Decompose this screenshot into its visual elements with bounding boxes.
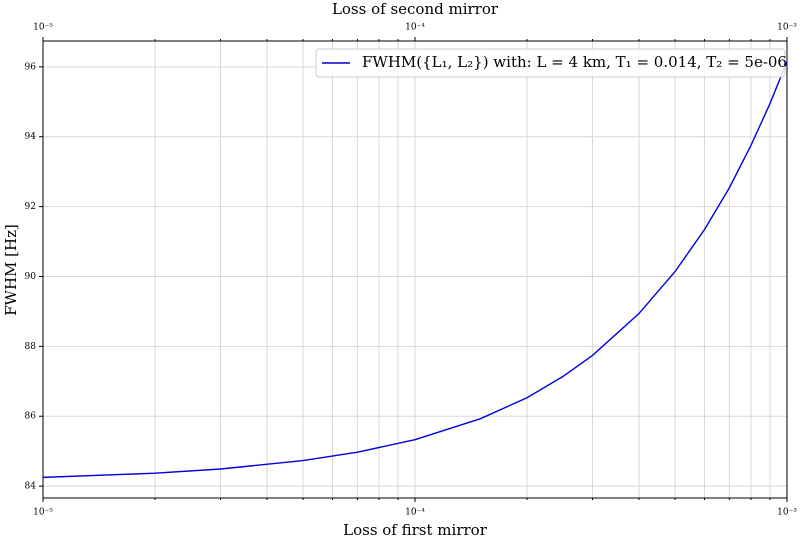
y-tick-label: 84 — [25, 482, 37, 492]
top-tick-label: 10⁻⁵ — [33, 23, 53, 33]
y-tick-label: 92 — [25, 202, 36, 212]
top-tick-label: 10⁻³ — [777, 23, 797, 33]
y-tick-label: 90 — [25, 272, 37, 282]
y-tick-label: 94 — [25, 132, 37, 142]
y-tick-label: 86 — [25, 412, 37, 422]
data-line — [42, 61, 788, 479]
x-axis-title: Loss of first mirror — [343, 521, 488, 539]
x-tick-label: 10⁻⁵ — [33, 508, 53, 518]
y-tick-label: 88 — [25, 342, 37, 352]
y-axis-title: FWHM [Hz] — [2, 224, 20, 316]
legend-box — [315, 48, 786, 78]
x-tick-label: 10⁻⁴ — [405, 508, 425, 518]
x-tick-label: 10⁻³ — [777, 508, 797, 518]
top-axis-title: Loss of second mirror — [332, 0, 499, 18]
top-tick-label: 10⁻⁴ — [405, 23, 425, 33]
plot-frame — [42, 40, 788, 499]
legend-label: FWHM({L₁, L₂}) with: L = 4 km, T₁ = 0.01… — [362, 53, 787, 71]
y-tick-label: 96 — [25, 62, 37, 72]
